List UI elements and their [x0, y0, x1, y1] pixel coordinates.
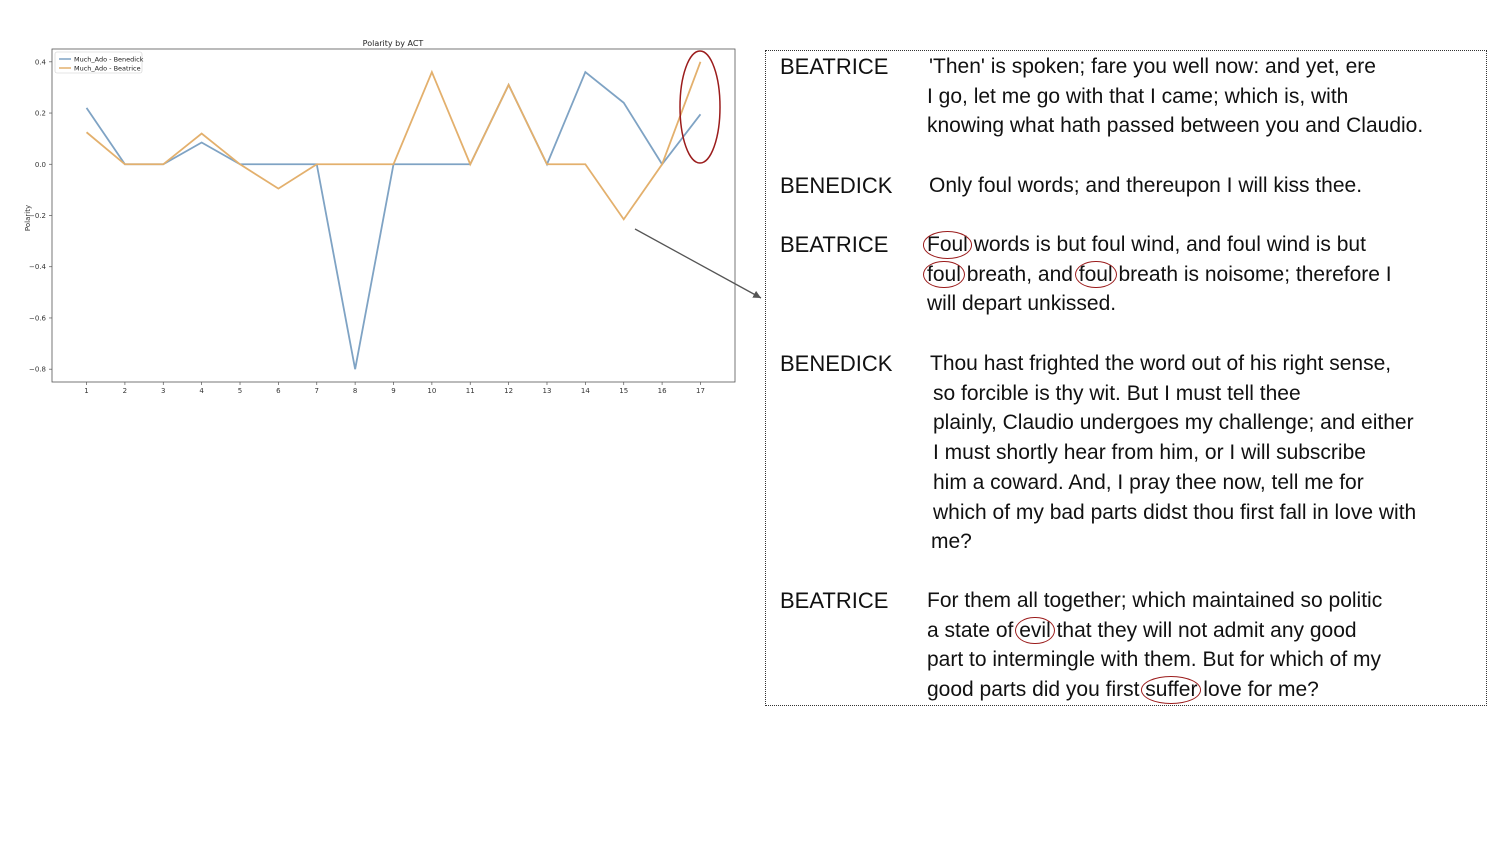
x-tick-label: 10 [427, 387, 436, 395]
speech-line: part to intermingle with them. But for w… [927, 645, 1381, 675]
speech-line: so forcible is thy wit. But I must tell … [933, 379, 1301, 409]
x-tick-label: 4 [199, 387, 204, 395]
speech-text: knowing what hath passed between you and… [927, 114, 1424, 138]
y-tick-label: −0.8 [29, 366, 46, 374]
polarity-chart: Polarity by ACT Polarity 0.4 0.2 0.0 −0.2 −0… [24, 39, 736, 395]
speech-line: will depart unkissed. [927, 289, 1116, 319]
legend-box [54, 51, 143, 74]
speech-text: breath is noisome; therefore I [1112, 262, 1392, 286]
highlighted-word: suffer [1141, 675, 1202, 705]
speech-line: foul breath, and foul breath is noisome;… [923, 260, 1392, 290]
y-tick-label: −0.2 [29, 212, 46, 220]
speech-line: knowing what hath passed between you and… [927, 111, 1423, 141]
y-axis-label: Polarity [24, 205, 32, 231]
series-lines [85, 61, 702, 370]
x-tick-label: 6 [276, 387, 281, 395]
speech-text: so forcible is thy wit. But I must tell … [933, 381, 1301, 405]
speech-line: a state of evil that they will not admit… [927, 616, 1357, 646]
x-tick-label: 1 [84, 387, 88, 395]
speech-line: him a coward. And, I pray thee now, tell… [933, 468, 1364, 498]
highlighted-word: foul [1074, 260, 1117, 290]
x-tick-label: 5 [238, 387, 242, 395]
speech-text: 'Then' is spoken; fare you well now: and… [929, 55, 1376, 78]
y-axis: 0.4 0.2 0.0 −0.2 −0.4 −0.6 −0.8 [29, 58, 52, 374]
speech-text: breath, and [960, 262, 1079, 286]
speech-text: Thou hast frighted the word out of his r… [930, 352, 1392, 375]
x-tick-label: 9 [391, 387, 395, 395]
speech-text: words is but foul wind, and foul wind is… [967, 233, 1366, 256]
x-tick-label: 13 [543, 387, 552, 395]
speech-line: For them all together; which maintained … [927, 586, 1382, 616]
legend-label-benedick: Much_Ado - Benedick [74, 56, 144, 64]
x-tick-label: 11 [466, 387, 475, 395]
speech-text: I go, let me go with that I came; which … [927, 84, 1349, 108]
x-tick-label: 7 [315, 387, 319, 395]
speech-text: For them all together; which maintained … [927, 589, 1383, 612]
y-tick-label: 0.2 [35, 110, 46, 118]
y-tick-label: −0.4 [29, 263, 47, 271]
x-tick-label: 3 [161, 387, 165, 395]
highlight-ellipse-act-17 [679, 50, 721, 164]
speech-line: Thou hast frighted the word out of his r… [930, 349, 1391, 379]
x-tick-label: 14 [581, 387, 590, 395]
highlighted-word: Foul [923, 230, 972, 260]
speaker-name: BEATRICE [780, 588, 889, 613]
speech-line: me? [931, 527, 972, 557]
speech-line: I go, let me go with that I came; which … [927, 82, 1348, 112]
x-tick-label: 2 [123, 387, 127, 395]
x-tick-label: 17 [696, 387, 705, 395]
x-axis: 1 2 3 4 5 6 7 8 9 10 11 12 13 14 15 16 17 [84, 382, 705, 395]
speech-text: part to intermingle with them. But for w… [927, 648, 1382, 672]
x-tick-label: 15 [619, 387, 628, 395]
speaker-name: BEATRICE [780, 54, 889, 79]
speech-text: me? [931, 530, 972, 554]
speaker-name: BENEDICK [780, 351, 893, 376]
chart-title: Polarity by ACT [363, 39, 424, 48]
speech-line: Foul words is but foul wind, and foul wi… [923, 230, 1366, 260]
plot-area [51, 48, 736, 383]
speech-text: will depart unkissed. [927, 292, 1117, 316]
speech-line: plainly, Claudio undergoes my challenge;… [933, 408, 1414, 438]
x-tick-label: 8 [353, 387, 357, 395]
speech-text: him a coward. And, I pray thee now, tell… [933, 470, 1364, 494]
speaker-name: BEATRICE [780, 232, 889, 257]
legend: Much_Ado - Benedick Much_Ado - Beatrice [54, 51, 144, 74]
speech-line: I must shortly hear from him, or I will … [933, 438, 1366, 468]
y-tick-label: 0.4 [35, 58, 47, 66]
speaker-name: BENEDICK [780, 173, 893, 198]
x-tick-label: 16 [658, 387, 667, 395]
speech-line: good parts did you first suffer love for… [927, 675, 1319, 705]
highlighted-word: evil [1015, 616, 1055, 646]
dialogue-panel: BEATRICE 'Then' is spoken; fare you well … [765, 50, 1487, 706]
speech-line: 'Then' is spoken; fare you well now: and… [929, 52, 1376, 82]
y-tick-label: −0.6 [29, 314, 47, 322]
x-tick-label: 12 [504, 387, 513, 395]
speech-text: I must shortly hear from him, or I will … [933, 441, 1366, 465]
speech-text: love for me? [1197, 678, 1319, 702]
speech-text: Only foul words; and thereupon I will ki… [929, 174, 1363, 197]
highlighted-word: foul [923, 260, 965, 290]
speech-text: which of my bad parts didst thou first f… [933, 500, 1417, 524]
y-tick-label: 0.0 [35, 161, 46, 169]
speech-text: good parts did you first [927, 678, 1146, 702]
speech-line: Only foul words; and thereupon I will ki… [929, 171, 1362, 201]
speech-text: plainly, Claudio undergoes my challenge;… [933, 411, 1414, 435]
speech-text: a state of [927, 618, 1020, 642]
speech-text: that they will not admit any good [1050, 618, 1357, 642]
speech-line: which of my bad parts didst thou first f… [933, 498, 1416, 528]
legend-label-beatrice: Much_Ado - Beatrice [74, 65, 141, 73]
